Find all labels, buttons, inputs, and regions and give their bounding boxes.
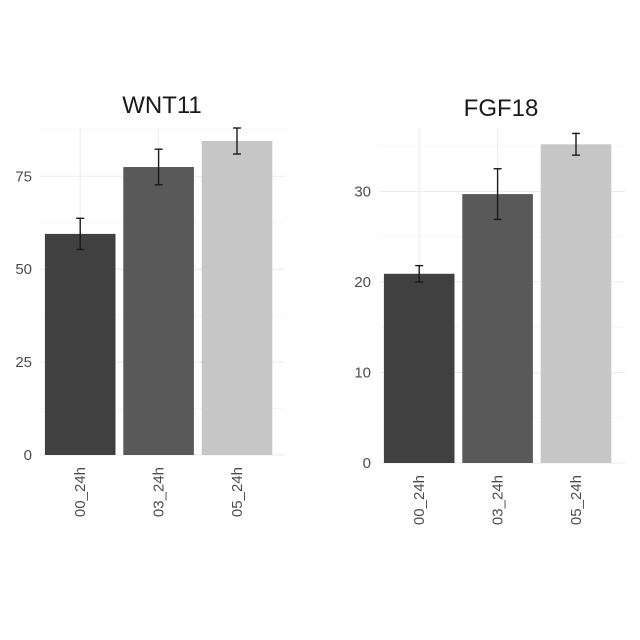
x-tick-label: 00_24h [72, 467, 89, 517]
x-tick-label: 05_24h [229, 467, 246, 517]
bar-03_24h [123, 167, 194, 455]
x-tick-label: 05_24h [568, 475, 585, 525]
y-tick-label: 20 [354, 274, 371, 291]
panel-wnt11: WNT11 0 25 50 75 00_24h 03_24h 05_24h [15, 92, 285, 517]
y-tick-label: 0 [363, 455, 371, 472]
y-tick-label: 30 [354, 183, 371, 200]
y-tick-label: 50 [15, 261, 32, 278]
y-tick-label: 25 [15, 354, 32, 371]
bar-03_24h [462, 194, 533, 463]
y-tick-label: 75 [15, 168, 32, 185]
x-tick-label: 00_24h [411, 475, 428, 525]
bar-00_24h [384, 274, 455, 463]
panel-fgf18: FGF18 0 10 20 30 00_24h 03_24h 05_24h [354, 95, 625, 525]
panel-title-wnt11: WNT11 [122, 92, 202, 119]
x-tick-label: 03_24h [151, 467, 168, 517]
bar-05_24h [541, 144, 612, 463]
y-tick-label: 10 [354, 364, 371, 381]
bar-00_24h [45, 234, 116, 455]
panel-title-fgf18: FGF18 [464, 95, 539, 122]
y-tick-label: 0 [24, 447, 32, 464]
bar-05_24h [202, 141, 273, 455]
x-tick-label: 03_24h [490, 475, 507, 525]
